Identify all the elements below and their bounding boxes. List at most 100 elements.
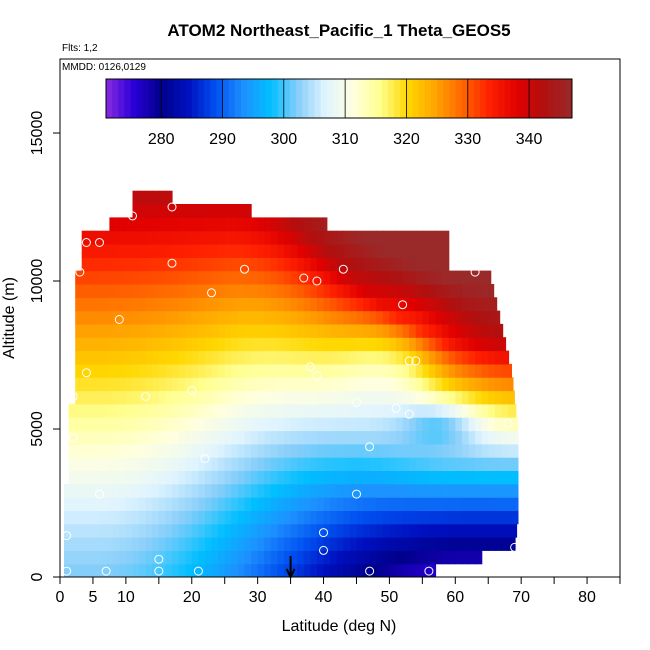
theta-cell: [409, 244, 417, 258]
theta-cell: [442, 310, 450, 325]
theta-cell: [165, 443, 173, 458]
theta-cell: [86, 377, 94, 392]
theta-cell: [363, 323, 371, 338]
theta-cell: [382, 323, 390, 338]
theta-cell: [316, 310, 325, 325]
colorbar: 280 290 300 310 320 330 340: [105, 78, 573, 148]
theta-cell: [165, 470, 173, 485]
theta-cell: [106, 497, 114, 511]
theta-cell: [468, 284, 476, 298]
theta-cell: [270, 217, 278, 232]
theta-cell: [501, 390, 509, 405]
theta-cell: [99, 510, 107, 525]
theta-cell: [112, 510, 120, 525]
theta-cell: [257, 550, 265, 565]
theta-cell: [428, 244, 437, 258]
sample-point: [200, 454, 210, 464]
theta-cell: [316, 363, 325, 378]
theta-cell: [198, 217, 206, 232]
theta-cell: [99, 443, 107, 458]
theta-cell: [119, 217, 127, 232]
sample-point: [167, 202, 177, 212]
theta-cell: [125, 430, 134, 445]
theta-cell: [336, 297, 344, 312]
theta-cell: [86, 457, 94, 471]
theta-cell: [132, 363, 140, 378]
theta-cell: [422, 390, 430, 405]
theta-cell: [343, 297, 351, 312]
theta-cell: [244, 363, 252, 378]
theta-cell: [152, 204, 160, 218]
theta-cell: [231, 204, 239, 218]
theta-cell: [396, 377, 404, 392]
theta-cell: [145, 497, 153, 511]
theta-cell: [204, 217, 213, 232]
sample-point: [365, 566, 375, 576]
theta-cell: [132, 297, 140, 312]
theta-cell: [369, 270, 377, 285]
theta-cell: [152, 377, 160, 392]
theta-cell: [363, 470, 371, 485]
theta-cell: [211, 550, 219, 565]
theta-cell: [297, 523, 305, 538]
theta-cell: [514, 470, 519, 485]
theta-cell: [494, 403, 502, 418]
theta-cell: [442, 510, 450, 525]
theta-cell: [139, 363, 147, 378]
theta-cell: [415, 323, 423, 338]
theta-cell: [237, 204, 246, 218]
theta-cell: [244, 510, 252, 525]
sample-point: [312, 276, 322, 286]
theta-cell: [343, 337, 351, 352]
theta-cell: [237, 537, 246, 551]
sample-point: [68, 433, 78, 443]
theta-cell: [152, 470, 160, 485]
theta-cell: [64, 510, 68, 525]
theta-cell: [363, 363, 371, 378]
theta-cell: [415, 417, 423, 432]
theta-cell: [310, 470, 318, 485]
theta-cell: [112, 417, 120, 432]
theta-cell: [435, 257, 443, 272]
theta-cell: [356, 457, 364, 471]
theta-cell: [396, 417, 404, 432]
theta-cell: [231, 270, 239, 285]
theta-cell: [330, 230, 338, 245]
theta-cell: [349, 443, 358, 458]
theta-cell: [139, 550, 147, 565]
theta-cell: [79, 270, 87, 285]
theta-cell: [198, 443, 206, 458]
theta-cell: [92, 550, 101, 565]
theta-cell: [139, 470, 147, 485]
theta-cell: [481, 310, 489, 325]
theta-cell: [422, 470, 430, 485]
theta-cell: [68, 457, 74, 471]
theta-cell: [178, 230, 186, 245]
theta-cell: [382, 350, 390, 365]
theta-cell: [468, 443, 476, 458]
theta-cell: [310, 350, 318, 365]
theta-cell: [68, 443, 74, 458]
theta-cell: [198, 497, 206, 511]
colorbar-swatch: [234, 79, 242, 118]
theta-cell: [257, 403, 265, 418]
theta-cell: [330, 430, 338, 445]
theta-cell: [297, 297, 305, 312]
theta-cell: [316, 457, 325, 471]
theta-cell: [501, 443, 509, 458]
theta-cell: [297, 270, 305, 285]
theta-cell: [172, 244, 180, 258]
theta-cell: [409, 563, 417, 577]
theta-cell: [475, 363, 483, 378]
theta-cell: [99, 403, 107, 418]
theta-cell: [125, 244, 134, 258]
theta-cell: [475, 550, 483, 565]
theta-cell: [158, 350, 166, 365]
theta-cell: [119, 323, 127, 338]
colorbar-swatch: [106, 79, 113, 118]
theta-cell: [119, 563, 127, 577]
theta-cell: [448, 457, 456, 471]
theta-cell: [185, 457, 193, 471]
theta-cell: [264, 270, 272, 285]
theta-cell: [251, 510, 259, 525]
